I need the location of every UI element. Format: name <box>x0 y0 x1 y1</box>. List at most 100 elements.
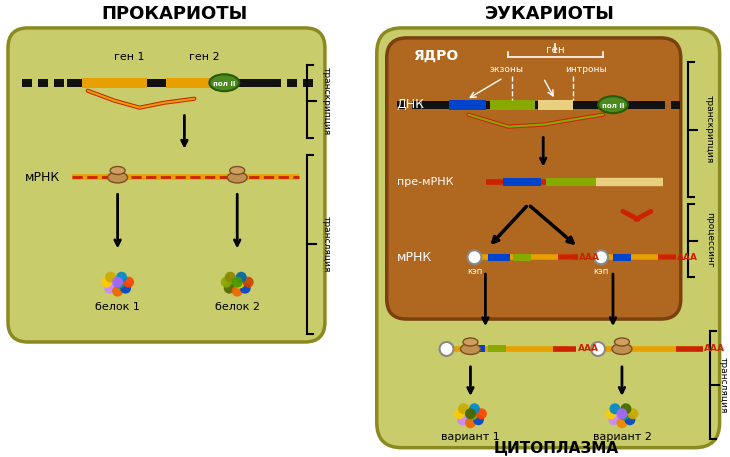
Bar <box>613 345 631 352</box>
Bar <box>504 179 541 186</box>
Ellipse shape <box>107 172 128 183</box>
Circle shape <box>467 250 481 264</box>
Text: ААА: ААА <box>578 345 599 353</box>
Bar <box>491 100 535 110</box>
Circle shape <box>112 276 123 287</box>
Bar <box>671 101 680 109</box>
Text: ААА: ААА <box>579 253 600 262</box>
Circle shape <box>101 276 112 287</box>
Circle shape <box>114 278 125 289</box>
Bar <box>613 254 631 261</box>
Ellipse shape <box>615 338 629 346</box>
Circle shape <box>458 404 469 414</box>
Bar <box>54 79 64 87</box>
Circle shape <box>236 272 247 283</box>
Bar <box>303 79 313 87</box>
Text: мРНК: мРНК <box>396 251 432 264</box>
Text: ДНК: ДНК <box>396 98 425 111</box>
Text: вариант 1: вариант 1 <box>441 432 500 442</box>
Bar <box>22 79 32 87</box>
Circle shape <box>610 404 620 414</box>
Circle shape <box>239 283 250 294</box>
Circle shape <box>242 276 253 287</box>
Text: кэп: кэп <box>466 267 482 276</box>
Bar <box>488 254 510 261</box>
Text: пол II: пол II <box>602 103 624 109</box>
Text: ААА: ААА <box>704 345 725 353</box>
Circle shape <box>620 404 631 414</box>
Circle shape <box>609 414 620 425</box>
Ellipse shape <box>612 344 632 355</box>
Circle shape <box>473 414 484 425</box>
Text: экзоны: экзоны <box>489 65 523 74</box>
Circle shape <box>594 250 608 264</box>
Ellipse shape <box>598 96 628 113</box>
Circle shape <box>231 276 242 287</box>
Bar <box>422 101 656 109</box>
Bar <box>538 100 573 110</box>
Bar <box>513 254 531 261</box>
Ellipse shape <box>230 166 245 175</box>
Circle shape <box>234 278 245 289</box>
Circle shape <box>123 276 134 287</box>
Bar <box>488 345 507 352</box>
Ellipse shape <box>227 172 247 183</box>
Text: пре-мРНК: пре-мРНК <box>396 177 453 187</box>
Circle shape <box>476 408 487 419</box>
Ellipse shape <box>463 338 478 346</box>
Bar <box>287 79 297 87</box>
Ellipse shape <box>110 166 125 175</box>
Circle shape <box>224 283 235 294</box>
Bar <box>412 101 420 109</box>
Circle shape <box>467 409 478 420</box>
Bar <box>656 101 665 109</box>
Circle shape <box>465 408 476 419</box>
Circle shape <box>116 272 127 283</box>
Bar <box>271 79 281 87</box>
FancyBboxPatch shape <box>377 28 720 448</box>
Text: ПРОКАРИОТЫ: ПРОКАРИОТЫ <box>101 5 247 23</box>
Bar <box>82 78 147 88</box>
Text: белок 2: белок 2 <box>215 302 260 312</box>
Text: ген 1: ген 1 <box>115 52 145 62</box>
Text: вариант 2: вариант 2 <box>593 432 651 442</box>
Circle shape <box>104 283 115 294</box>
Circle shape <box>605 408 616 419</box>
Circle shape <box>591 342 605 356</box>
Text: ген 2: ген 2 <box>189 52 220 62</box>
Circle shape <box>616 408 627 419</box>
Circle shape <box>469 404 480 414</box>
Text: белок 1: белок 1 <box>95 302 140 312</box>
Circle shape <box>120 283 131 294</box>
Circle shape <box>220 276 231 287</box>
Bar <box>448 100 486 110</box>
Circle shape <box>454 408 465 419</box>
Bar <box>166 78 231 88</box>
FancyBboxPatch shape <box>8 28 325 342</box>
Bar <box>546 179 596 186</box>
Text: трансляция: трансляция <box>321 216 331 272</box>
Text: процессинг: процессинг <box>705 213 714 268</box>
Text: ЭУКАРИОТЫ: ЭУКАРИОТЫ <box>485 5 615 23</box>
Ellipse shape <box>210 74 239 91</box>
Circle shape <box>439 342 453 356</box>
Circle shape <box>112 286 123 297</box>
Circle shape <box>627 408 639 419</box>
Text: транскрипция: транскрипция <box>705 96 714 164</box>
Ellipse shape <box>461 344 480 355</box>
Circle shape <box>618 409 629 420</box>
Circle shape <box>105 272 116 283</box>
Bar <box>464 345 485 352</box>
Text: мРНК: мРНК <box>25 171 60 184</box>
Text: интроны: интроны <box>565 65 607 74</box>
Text: кэп: кэп <box>593 267 609 276</box>
FancyBboxPatch shape <box>387 38 681 319</box>
Circle shape <box>624 414 635 425</box>
Circle shape <box>457 414 468 425</box>
Text: ЦИТОПЛАЗМА: ЦИТОПЛАЗМА <box>493 440 619 455</box>
Circle shape <box>225 272 236 283</box>
Circle shape <box>465 417 476 428</box>
Text: пол II: пол II <box>213 81 236 87</box>
Text: ЯДРО: ЯДРО <box>412 49 458 63</box>
Text: ААА: ААА <box>677 253 698 262</box>
